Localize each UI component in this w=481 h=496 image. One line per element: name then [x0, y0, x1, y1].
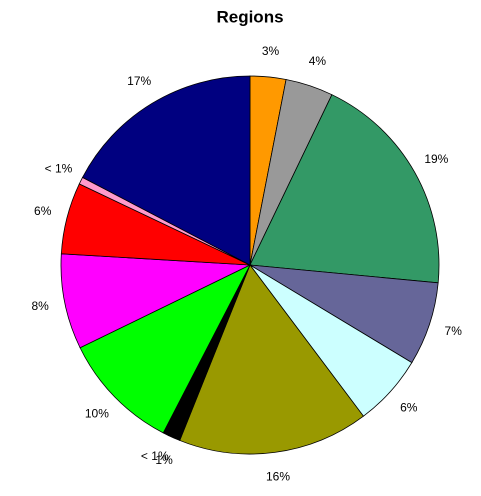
slice-label: 4% — [309, 54, 327, 68]
slice-label: 8% — [31, 299, 49, 313]
slice-label: 1% — [155, 453, 173, 467]
pie-slice — [81, 75, 251, 266]
slice-label: < 1% — [141, 449, 169, 463]
pie-slice — [79, 264, 251, 434]
slice-label: 19% — [424, 152, 448, 166]
pie-slice — [179, 264, 364, 455]
slice-label: 3% — [262, 44, 280, 58]
slice-label: 6% — [34, 204, 52, 218]
slice-label: 16% — [266, 469, 290, 483]
slice-label: 6% — [400, 401, 418, 415]
slice-label: < 1% — [45, 162, 73, 176]
slice-label: 10% — [85, 407, 109, 421]
pie-slice — [60, 253, 252, 349]
slice-label: 17% — [127, 74, 151, 88]
chart-title: Regions — [216, 7, 283, 26]
pie-slice — [249, 94, 440, 284]
slice-label: 7% — [445, 324, 463, 338]
